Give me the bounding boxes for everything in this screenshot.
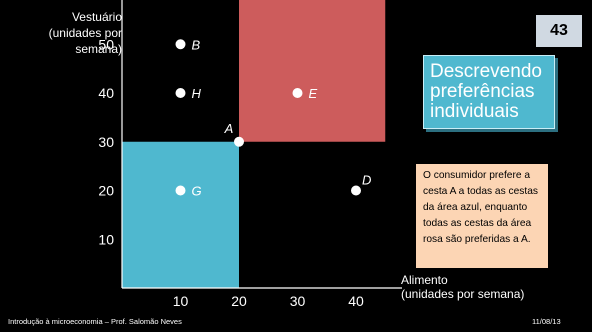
x-tick-label: 10 <box>173 293 189 309</box>
slide-number: 43 <box>536 15 582 47</box>
point-g <box>175 185 186 196</box>
y-tick-label: 50 <box>98 36 114 52</box>
x-tick-label: 20 <box>231 293 247 309</box>
x-axis-label: Alimento (unidades por semana) <box>401 273 525 301</box>
point-h <box>175 88 186 98</box>
point-label-g: G <box>192 184 202 199</box>
point-label-h: H <box>192 86 202 101</box>
point-label-b: B <box>192 37 201 52</box>
x-tick-label: 40 <box>348 293 364 309</box>
blue-area <box>122 141 239 288</box>
footer-course: Introdução à microeconomia – Prof. Salom… <box>8 317 182 326</box>
pink-area <box>239 0 386 142</box>
point-e <box>292 88 303 98</box>
point-label-e: E <box>309 86 318 101</box>
y-tick-label: 20 <box>98 183 114 199</box>
point-b <box>175 39 186 50</box>
explanation-note: O consumidor prefere a cesta A a todas a… <box>416 164 548 268</box>
y-tick-label: 10 <box>98 231 114 247</box>
y-tick-label: 30 <box>98 134 114 150</box>
point-a <box>234 136 244 147</box>
footer-date: 11/08/13 <box>532 317 561 326</box>
y-axis-label: Vestuário (unidades por semana) <box>48 10 122 56</box>
slide-title: Descrevendo preferências individuais <box>423 55 555 129</box>
point-label-d: D <box>362 173 371 188</box>
point-d <box>351 185 361 196</box>
y-tick-label: 40 <box>98 85 114 101</box>
point-label-a: A <box>224 121 234 136</box>
x-tick-label: 30 <box>290 293 306 309</box>
